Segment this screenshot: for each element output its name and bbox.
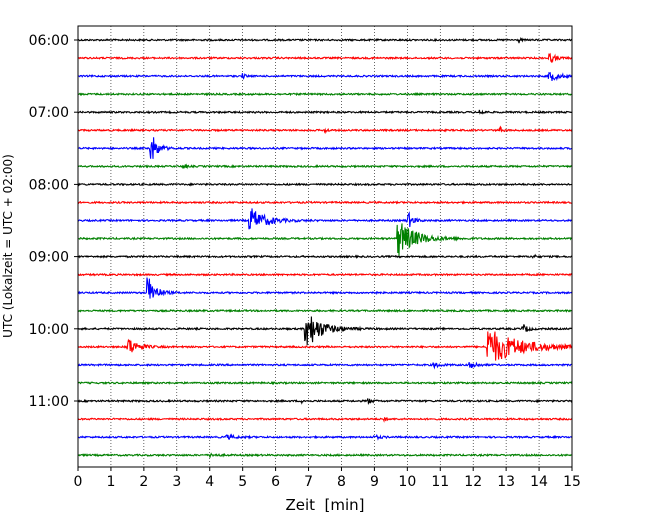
y-axis: 06:00 07:00 08:00 09:00 10:00 11:00 (29, 33, 78, 410)
x-tick-label-6: 6 (271, 474, 280, 490)
trace-0930 (77, 277, 573, 299)
x-tick-label-13: 13 (497, 474, 515, 490)
trace-1145 (77, 452, 572, 458)
trace-1030 (77, 361, 572, 370)
y-tick-label-07:00: 07:00 (29, 105, 69, 121)
plot-frame (77, 25, 573, 468)
x-tick-label-8: 8 (337, 474, 346, 490)
trace-0915 (77, 272, 573, 277)
trace-1045 (77, 380, 573, 386)
trace-0815 (77, 200, 572, 205)
x-tick-label-1: 1 (106, 474, 115, 490)
y-tick-label-06:00: 06:00 (29, 33, 69, 49)
trace-0845 (77, 223, 572, 257)
trace-0945 (77, 308, 572, 313)
trace-1115 (77, 416, 573, 423)
seismic-traces (77, 36, 573, 458)
x-tick-label-2: 2 (139, 474, 148, 490)
x-tick-label-10: 10 (398, 474, 416, 490)
trace-0645 (77, 92, 573, 97)
trace-0630 (77, 71, 573, 82)
y-tick-label-11:00: 11:00 (29, 394, 69, 410)
x-tick-label-5: 5 (238, 474, 247, 490)
y-tick-label-08:00: 08:00 (29, 177, 69, 193)
trace-1100 (77, 398, 573, 405)
trace-1015 (77, 331, 573, 361)
x-tick-label-9: 9 (370, 474, 379, 490)
trace-0830 (77, 208, 573, 230)
y-axis-label: UTC (Lokalzeit = UTC + 02:00) (1, 154, 15, 338)
x-tick-label-7: 7 (304, 474, 313, 490)
trace-0800 (77, 182, 572, 187)
x-tick-label-15: 15 (563, 474, 581, 490)
trace-0615 (77, 52, 573, 64)
x-tick-label-14: 14 (530, 474, 548, 490)
trace-1130 (77, 433, 573, 441)
x-tick-label-12: 12 (464, 474, 482, 490)
trace-0745 (77, 163, 573, 170)
x-axis: 0 1 2 3 4 5 6 7 8 9 10 11 12 13 14 15 (74, 467, 581, 490)
x-tick-label-4: 4 (205, 474, 214, 490)
trace-0730 (77, 137, 572, 159)
x-tick-label-0: 0 (74, 474, 83, 490)
trace-0600 (77, 36, 573, 44)
x-axis-label: Zeit [min] (285, 496, 364, 514)
x-tick-label-3: 3 (172, 474, 181, 490)
y-tick-label-09:00: 09:00 (29, 250, 69, 266)
x-tick-label-11: 11 (431, 474, 449, 490)
trace-0715 (77, 125, 573, 135)
y-tick-label-10:00: 10:00 (29, 322, 69, 338)
trace-1000 (77, 316, 573, 346)
trace-0900 (77, 253, 573, 259)
trace-0700 (77, 109, 573, 115)
